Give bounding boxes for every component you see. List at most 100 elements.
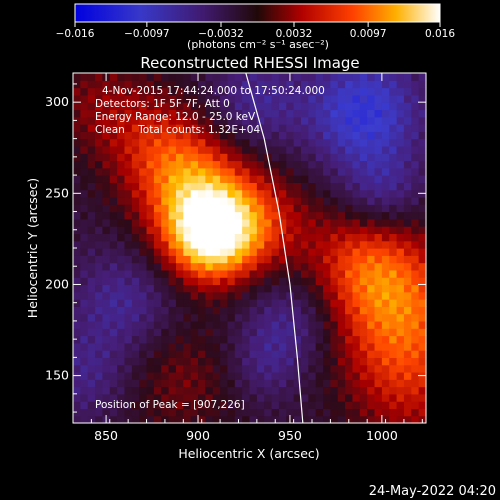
heatmap-cell xyxy=(168,116,177,125)
annotation-energy-range: Energy Range: 12.0 - 25.0 keV xyxy=(95,111,256,123)
heatmap-cell xyxy=(315,335,324,344)
heatmap-cell xyxy=(337,145,346,154)
heatmap-cell xyxy=(352,269,361,278)
heatmap-cell xyxy=(396,240,405,249)
heatmap-cell xyxy=(220,160,229,169)
heatmap-cell xyxy=(117,124,126,132)
heatmap-cell xyxy=(80,408,89,417)
heatmap-cell xyxy=(212,328,221,337)
heatmap-cell xyxy=(102,401,111,410)
heatmap-cell xyxy=(367,94,376,103)
heatmap-cell xyxy=(359,240,368,249)
heatmap-cell xyxy=(183,189,192,198)
heatmap-cell xyxy=(234,320,243,329)
heatmap-cell xyxy=(183,313,192,322)
heatmap-cell xyxy=(286,379,295,388)
heatmap-cell xyxy=(153,226,162,235)
heatmap-cell xyxy=(227,87,236,96)
annotation-detectors: Detectors: 1F 5F 7F, Att 0 xyxy=(95,98,230,110)
heatmap-cell xyxy=(183,102,192,111)
heatmap-cell xyxy=(242,189,251,198)
heatmap-cell xyxy=(139,350,148,358)
heatmap-cell xyxy=(124,408,133,417)
heatmap-cell xyxy=(95,248,104,256)
heatmap-cell xyxy=(168,138,177,147)
heatmap-cell xyxy=(411,124,420,132)
heatmap-cell xyxy=(205,233,214,242)
heatmap-cell xyxy=(315,255,324,264)
heatmap-cell xyxy=(109,248,118,256)
heatmap-cell xyxy=(220,313,229,322)
heatmap-cell xyxy=(323,196,331,205)
heatmap-cell xyxy=(220,94,229,103)
heatmap-cell xyxy=(198,408,206,417)
heatmap-cell xyxy=(227,269,236,278)
heatmap-cell xyxy=(168,182,177,191)
heatmap-cell xyxy=(73,87,81,96)
heatmap-cell xyxy=(315,73,324,81)
heatmap-cell xyxy=(161,124,170,132)
heatmap-cell xyxy=(220,284,229,293)
heatmap-cell xyxy=(330,138,339,147)
heatmap-cell xyxy=(396,189,405,198)
heatmap-cell xyxy=(396,131,405,140)
heatmap-cell xyxy=(381,102,390,111)
heatmap-cell xyxy=(249,218,258,227)
heatmap-cell xyxy=(190,415,199,424)
heatmap-cell xyxy=(205,189,214,198)
heatmap-cell xyxy=(278,160,287,169)
heatmap-cell xyxy=(286,291,295,300)
heatmap-cell xyxy=(264,131,273,140)
heatmap-cell xyxy=(256,73,265,81)
heatmap-cell xyxy=(212,313,221,322)
heatmap-cell xyxy=(411,357,420,366)
heatmap-cell xyxy=(315,262,324,271)
heatmap-cell xyxy=(293,248,302,256)
heatmap-cell xyxy=(337,269,346,278)
heatmap-cell xyxy=(337,306,346,315)
heatmap-cell xyxy=(212,364,221,373)
heatmap-cell xyxy=(87,124,96,132)
heatmap-cell xyxy=(300,255,309,264)
heatmap-cell xyxy=(227,335,236,344)
heatmap-cell xyxy=(359,226,368,235)
heatmap-cell xyxy=(300,262,309,271)
heatmap-cell xyxy=(323,131,331,140)
heatmap-cell xyxy=(190,218,199,227)
heatmap-cell xyxy=(146,255,155,264)
heatmap-cell xyxy=(345,277,354,286)
heatmap-cell xyxy=(315,233,324,242)
heatmap-cell xyxy=(117,80,126,89)
heatmap-cell xyxy=(315,87,324,96)
heatmap-cell xyxy=(389,299,398,307)
heatmap-cell xyxy=(411,240,420,249)
heatmap-cell xyxy=(403,248,412,256)
heatmap-cell xyxy=(80,124,89,132)
heatmap-cell xyxy=(256,320,265,329)
heatmap-cell xyxy=(95,189,104,198)
heatmap-cell xyxy=(315,357,324,366)
heatmap-cell xyxy=(175,204,184,213)
heatmap-cell xyxy=(131,80,140,89)
heatmap-cell xyxy=(323,160,331,169)
heatmap-cell xyxy=(161,299,170,307)
heatmap-cell xyxy=(293,153,302,162)
heatmap-cell xyxy=(374,145,383,154)
heatmap-cell xyxy=(131,211,140,220)
heatmap-cell xyxy=(411,393,420,402)
heatmap-cell xyxy=(337,335,346,344)
heatmap-cell xyxy=(87,284,96,293)
heatmap-cell xyxy=(411,291,420,300)
heatmap-cell xyxy=(205,145,214,154)
heatmap-cell xyxy=(161,255,170,264)
heatmap-cell xyxy=(374,328,383,337)
heatmap-cell xyxy=(315,182,324,191)
heatmap-cell xyxy=(190,277,199,286)
heatmap-cell xyxy=(323,350,331,358)
heatmap-cell xyxy=(293,218,302,227)
heatmap-cell xyxy=(102,189,111,198)
heatmap-cell xyxy=(411,335,420,344)
heatmap-cell xyxy=(293,313,302,322)
heatmap-cell xyxy=(300,240,309,249)
heatmap-cell xyxy=(234,299,243,307)
